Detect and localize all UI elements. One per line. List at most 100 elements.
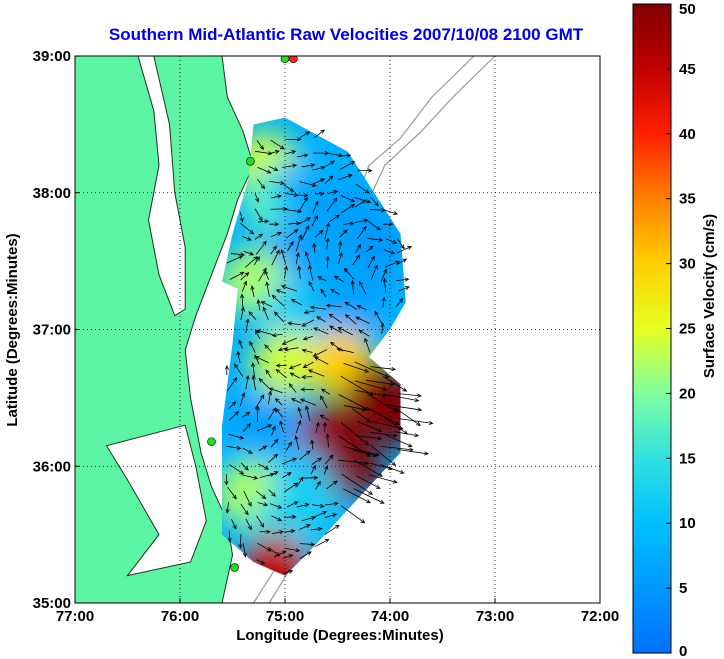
arrow-shaft bbox=[284, 530, 295, 533]
arrow-shaft bbox=[312, 178, 325, 185]
velocity-arrow bbox=[370, 444, 397, 466]
arrow-head bbox=[271, 294, 277, 300]
velocity-arrow bbox=[340, 195, 356, 203]
velocity-arrow bbox=[382, 222, 394, 227]
arrow-head bbox=[280, 284, 286, 289]
arrow-head bbox=[368, 490, 373, 495]
arrow-head bbox=[308, 264, 313, 270]
arrow-shaft bbox=[228, 411, 239, 421]
arrow-head bbox=[264, 219, 270, 224]
arrow-head bbox=[239, 271, 245, 276]
arrow-shaft bbox=[264, 344, 273, 353]
arrow-head bbox=[287, 321, 293, 326]
arrow-shaft bbox=[351, 408, 371, 423]
velocity-arrow bbox=[240, 462, 249, 471]
arrow-shaft bbox=[281, 457, 297, 465]
arrow-head bbox=[254, 356, 260, 360]
arrow-head bbox=[366, 418, 371, 423]
velocity-arrow bbox=[319, 414, 330, 421]
colorbar bbox=[632, 3, 672, 654]
arrow-head bbox=[358, 329, 364, 334]
arrow-shaft bbox=[369, 431, 397, 437]
arrow-head bbox=[260, 560, 266, 565]
velocity-arrow bbox=[286, 229, 299, 239]
velocity-arrow bbox=[340, 422, 370, 446]
arrow-head bbox=[274, 222, 280, 227]
velocity-arrow bbox=[302, 335, 313, 341]
arrow-shaft bbox=[300, 225, 310, 241]
arrow-shaft bbox=[358, 281, 367, 295]
velocity-arrow bbox=[258, 445, 268, 451]
arrow-head bbox=[305, 225, 310, 230]
arrow-head bbox=[246, 236, 252, 241]
arrow-head bbox=[224, 364, 229, 370]
arrow-shaft bbox=[272, 333, 283, 336]
velocity-arrow bbox=[245, 318, 250, 334]
arrow-head bbox=[336, 347, 342, 352]
arrow-head bbox=[245, 411, 251, 416]
arrow-head bbox=[378, 237, 384, 242]
velocity-arrow bbox=[251, 362, 256, 377]
arrow-shaft bbox=[240, 222, 254, 235]
velocity-arrow bbox=[296, 193, 309, 198]
velocity-arrow bbox=[357, 225, 367, 239]
velocity-arrow bbox=[356, 305, 367, 311]
velocity-arrow bbox=[343, 363, 370, 373]
arrow-head bbox=[288, 365, 294, 370]
arrow-shaft bbox=[268, 547, 280, 557]
velocity-arrow bbox=[395, 297, 404, 307]
arrow-shaft bbox=[320, 288, 327, 298]
velocity-arrow bbox=[271, 194, 282, 199]
velocity-arrow bbox=[227, 530, 232, 543]
arrow-shaft bbox=[248, 311, 257, 320]
arrow-shaft bbox=[398, 393, 422, 397]
arrow-shaft bbox=[272, 531, 284, 535]
arrow-shaft bbox=[314, 230, 324, 238]
arrow-shaft bbox=[317, 276, 327, 282]
arrow-head bbox=[400, 244, 405, 250]
arrow-shaft bbox=[313, 129, 325, 139]
arrow-head bbox=[394, 421, 400, 426]
velocity-arrow bbox=[324, 175, 334, 185]
arrow-shaft bbox=[229, 271, 245, 280]
arrow-shaft bbox=[271, 250, 280, 266]
colorbar-tick-label: 35 bbox=[679, 191, 696, 208]
arrow-head bbox=[377, 428, 383, 433]
arrow-shaft bbox=[369, 462, 393, 470]
arrow-shaft bbox=[305, 405, 311, 422]
arrow-shaft bbox=[367, 238, 383, 241]
velocity-arrow bbox=[300, 225, 310, 241]
arrow-head bbox=[356, 243, 361, 249]
arrow-head bbox=[294, 435, 299, 441]
velocity-arrow bbox=[285, 209, 303, 214]
arrow-shaft bbox=[295, 435, 300, 450]
velocity-arrow bbox=[383, 249, 396, 255]
arrow-head bbox=[388, 466, 394, 471]
velocity-arrow bbox=[339, 153, 352, 158]
arrow-shaft bbox=[227, 486, 237, 500]
velocity-arrow bbox=[229, 271, 245, 280]
arrow-head bbox=[325, 222, 330, 228]
arrow-shaft bbox=[334, 275, 345, 283]
velocity-arrow bbox=[397, 238, 405, 250]
arrow-shaft bbox=[231, 519, 237, 530]
arrow-shaft bbox=[295, 420, 301, 434]
velocity-arrow bbox=[356, 475, 381, 489]
velocity-cell bbox=[240, 534, 309, 576]
arrow-shaft bbox=[296, 154, 308, 158]
velocity-arrow bbox=[297, 265, 302, 279]
arrow-head bbox=[260, 394, 265, 400]
velocity-arrow bbox=[257, 178, 266, 190]
arrow-head bbox=[266, 529, 271, 534]
velocity-arrow bbox=[396, 258, 408, 265]
velocity-arrow bbox=[236, 350, 241, 364]
velocity-arrow bbox=[286, 501, 299, 508]
velocity-arrow bbox=[256, 299, 261, 311]
arrow-head bbox=[314, 200, 319, 206]
arrow-head bbox=[268, 387, 274, 392]
velocity-arrow bbox=[398, 418, 434, 425]
x-axis-ticks: 77:00 76:00 75:00 74:00 73:00 72:00 bbox=[56, 598, 619, 625]
velocity-arrow bbox=[385, 260, 400, 268]
arrow-shaft bbox=[226, 255, 243, 264]
velocity-arrow bbox=[285, 548, 301, 553]
